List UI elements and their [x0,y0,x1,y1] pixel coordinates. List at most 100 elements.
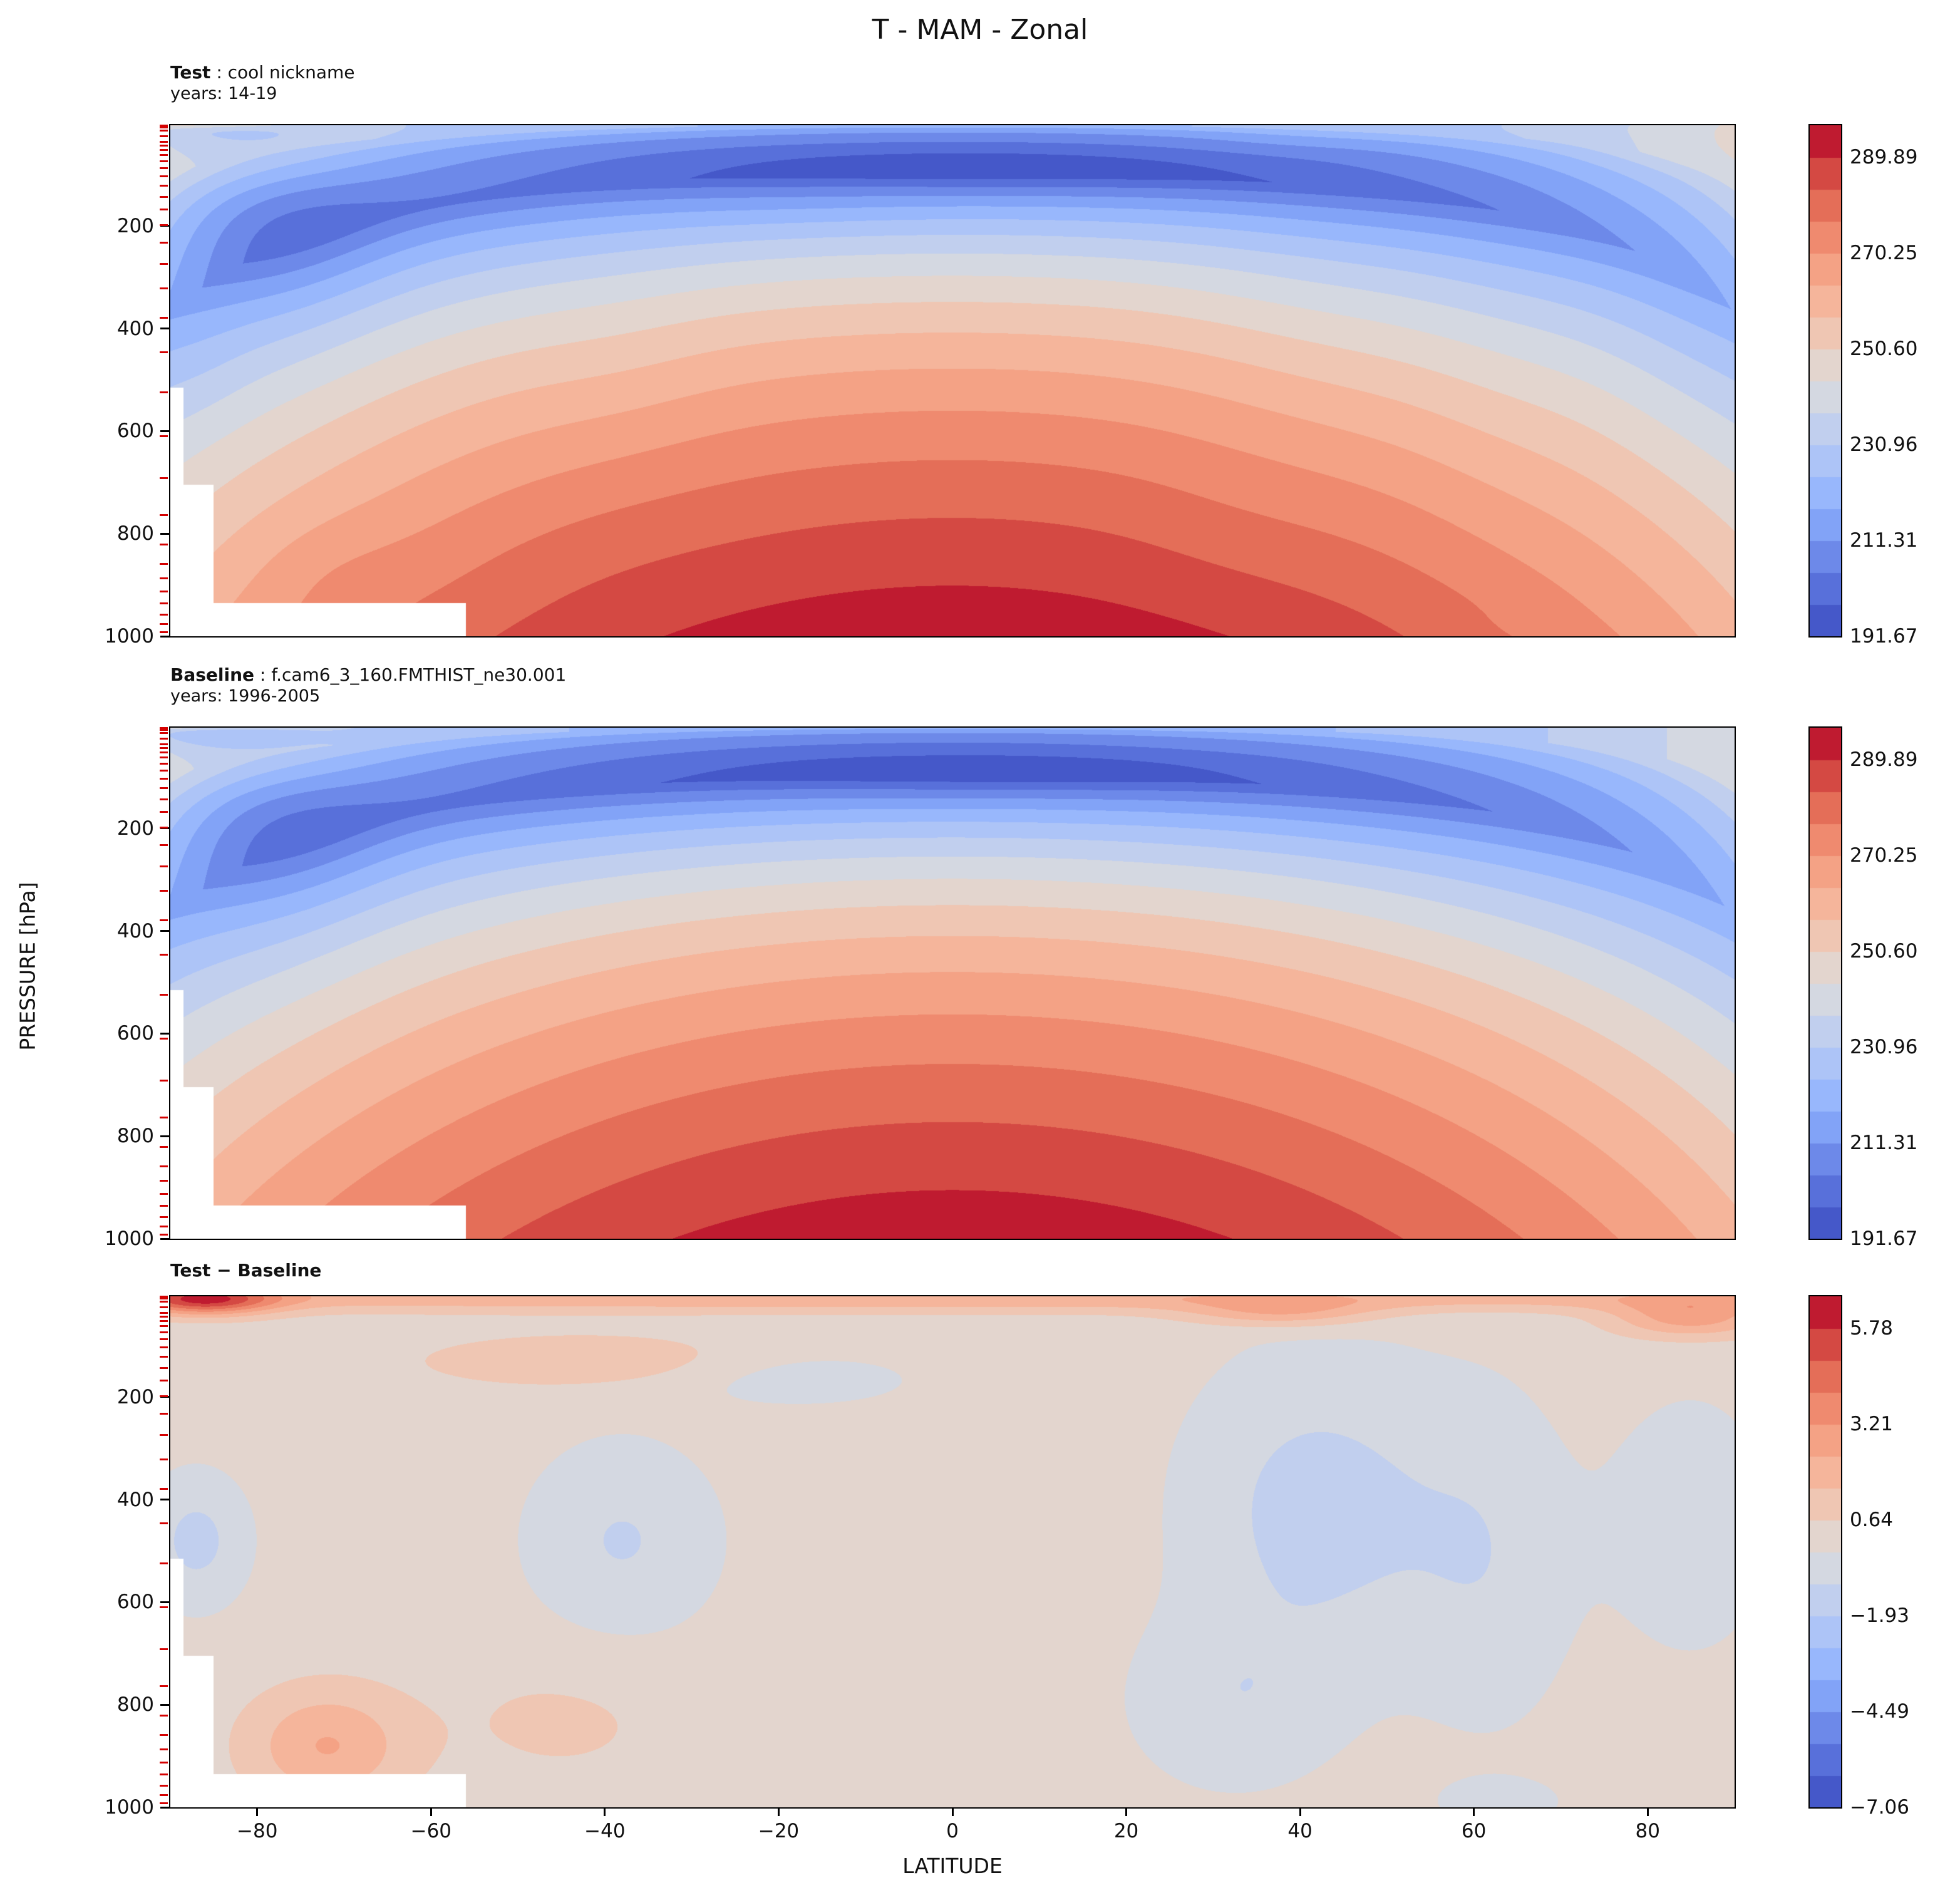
model-level-tick [160,826,168,829]
model-level-tick [160,130,168,132]
y-axis-tick [160,1032,169,1035]
model-level-tick [160,623,168,626]
model-level-tick [160,1413,168,1415]
model-level-tick [160,1234,168,1236]
model-level-tick [160,1324,168,1327]
y-axis-tick [160,827,169,830]
x-tick-label: 20 [1113,1820,1139,1842]
diff-contour-canvas [170,1296,1735,1807]
model-level-tick [160,262,168,265]
model-level-tick [160,1315,168,1318]
model-level-tick [160,1761,168,1763]
baseline-panel-years: years: 1996-2005 [170,686,321,706]
colorbar-tick-label: 230.96 [1850,433,1918,456]
colorbar-tick-label: 211.31 [1850,1132,1918,1155]
x-tick-label: 80 [1635,1820,1660,1842]
y-axis-tick [160,225,169,227]
colorbar-tick-label: −7.06 [1850,1796,1909,1819]
model-level-tick [160,1346,168,1349]
y-tick-label: 1000 [105,625,154,648]
model-level-tick [160,126,168,128]
model-level-tick [160,770,168,772]
model-level-tick [160,1648,168,1650]
x-tick-label: −60 [410,1820,452,1842]
colorbar-tick-label: 0.64 [1850,1509,1894,1532]
model-level-tick [160,953,168,956]
model-level-tick [160,1433,168,1436]
model-level-tick [160,1319,168,1322]
model-level-tick [160,1297,168,1299]
colorbar-tick-label: 250.60 [1850,338,1918,361]
colorbar-tick-label: −1.93 [1850,1604,1909,1628]
model-level-tick [160,160,168,162]
test-panel-years: years: 14-19 [170,84,277,103]
model-level-tick [160,602,168,605]
model-level-tick [160,1145,168,1148]
test-panel-label: Test [170,62,211,83]
x-tick-label: 0 [946,1820,959,1842]
model-level-tick [160,1774,168,1776]
y-axis-tick [160,328,169,330]
y-tick-label: 800 [116,1125,154,1148]
diff-colorbar [1808,1295,1842,1809]
model-level-tick [160,1331,168,1333]
y-tick-label: 600 [116,420,154,443]
model-level-tick [160,242,168,244]
baseline-colorbar [1808,726,1842,1240]
x-tick-label: −40 [584,1820,626,1842]
test-panel-header: Test : cool nickname [170,62,355,83]
x-axis-tick [1125,1807,1128,1816]
colorbar-tick-label: 289.89 [1850,748,1918,771]
model-level-tick [160,435,168,437]
model-level-tick [160,778,168,780]
model-level-tick [160,1794,168,1797]
y-tick-label: 800 [116,522,154,545]
model-level-tick [160,124,168,126]
y-tick-label: 400 [116,919,154,942]
y-axis-tick [160,1396,169,1398]
baseline-colorbar-canvas [1810,728,1841,1239]
x-tick-label: 60 [1461,1820,1487,1842]
model-level-tick [160,1311,168,1314]
model-level-tick [160,787,168,790]
y-tick-label: 800 [116,1693,154,1717]
model-level-tick [160,762,168,765]
chart-title: T - MAM - Zonal [872,14,1088,46]
model-level-tick [160,477,168,479]
model-level-tick [160,1487,168,1490]
x-axis-title: LATITUDE [902,1854,1003,1878]
model-level-tick [160,185,168,187]
model-level-tick [160,135,168,137]
baseline-panel-header: Baseline : f.cam6_3_160.FMTHIST_ne30.001 [170,664,566,685]
y-tick-label: 600 [116,1591,154,1614]
model-level-tick [160,175,168,178]
x-axis-tick [604,1807,606,1816]
model-level-tick [160,728,168,731]
baseline-panel-case-name: : f.cam6_3_160.FMTHIST_ne30.001 [254,664,567,685]
model-level-tick [160,140,168,143]
model-level-tick [160,1748,168,1750]
model-level-tick [160,1784,168,1787]
model-level-tick [160,865,168,867]
model-level-tick [160,1216,168,1218]
y-axis-tick [160,430,169,432]
colorbar-tick-label: 5.78 [1850,1316,1894,1340]
y-axis-tick [160,1703,169,1706]
test-panel-case-name: : cool nickname [210,62,355,83]
diff-panel-label: Test − Baseline [170,1260,322,1281]
y-axis-tick [160,635,169,638]
model-level-tick [160,1079,168,1082]
x-axis-tick [951,1807,954,1816]
baseline-panel-label: Baseline [170,664,255,685]
model-level-tick [160,577,168,579]
model-level-tick [160,1685,168,1687]
y-axis-tick [160,1499,169,1501]
y-axis-tick [160,532,169,535]
model-level-tick [160,1301,168,1303]
x-axis-tick [256,1807,259,1816]
x-axis-tick [1473,1807,1475,1816]
model-level-tick [160,613,168,616]
model-level-tick [160,1522,168,1524]
x-axis-tick [777,1807,780,1816]
